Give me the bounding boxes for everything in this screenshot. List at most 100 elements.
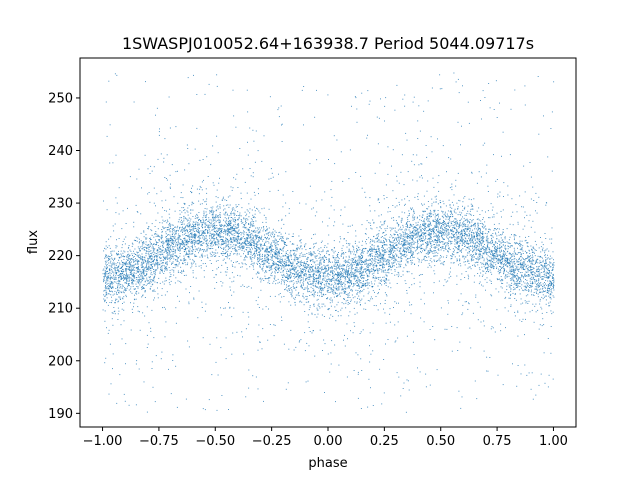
data-point	[185, 251, 187, 253]
data-point	[299, 256, 301, 258]
data-point	[166, 240, 167, 241]
data-point	[131, 292, 133, 294]
data-point	[547, 284, 549, 285]
data-point	[354, 274, 356, 276]
data-point	[186, 241, 187, 243]
data-point	[205, 243, 207, 245]
data-point	[142, 271, 144, 273]
data-point	[471, 204, 473, 206]
data-point	[333, 287, 335, 289]
data-point	[553, 266, 554, 268]
data-point	[419, 130, 421, 132]
data-point	[386, 259, 388, 261]
data-point	[504, 264, 506, 266]
data-point	[312, 290, 314, 292]
data-point	[282, 248, 284, 250]
data-point	[268, 178, 270, 180]
data-point	[245, 255, 247, 257]
data-point	[139, 284, 141, 286]
data-point	[283, 255, 285, 257]
data-point	[384, 312, 386, 314]
data-point	[198, 200, 200, 202]
data-point	[297, 270, 299, 272]
data-point	[531, 372, 533, 374]
data-point	[318, 275, 320, 277]
data-point	[163, 283, 165, 285]
data-point	[474, 275, 476, 277]
data-point	[271, 250, 273, 252]
data-point	[331, 340, 333, 342]
data-point	[172, 224, 174, 226]
data-point	[322, 269, 324, 270]
data-point	[457, 121, 459, 123]
data-point	[167, 259, 169, 260]
data-point	[417, 120, 419, 122]
data-point	[264, 260, 266, 262]
data-point	[372, 265, 374, 267]
data-point	[325, 257, 327, 259]
data-point	[127, 255, 129, 257]
data-point	[461, 237, 463, 239]
data-point	[387, 339, 389, 340]
data-point	[533, 295, 535, 296]
data-point	[533, 252, 535, 254]
data-point	[521, 206, 523, 208]
data-point	[117, 284, 119, 286]
data-point	[329, 288, 331, 290]
data-point	[399, 250, 401, 252]
data-point	[494, 254, 496, 256]
data-point	[183, 257, 185, 259]
data-point	[408, 389, 410, 391]
data-point	[147, 253, 149, 255]
data-point	[203, 223, 205, 225]
data-point	[365, 261, 367, 263]
data-point	[353, 257, 355, 259]
data-point	[225, 242, 227, 244]
data-point	[518, 257, 520, 259]
data-point	[482, 245, 484, 247]
data-point	[116, 267, 118, 269]
data-point	[476, 249, 478, 251]
data-point	[331, 290, 333, 292]
data-point	[511, 256, 512, 258]
data-point	[291, 296, 293, 298]
data-point	[183, 227, 185, 229]
data-point	[434, 210, 436, 212]
data-point	[127, 247, 129, 249]
data-point	[525, 258, 526, 260]
data-point	[175, 171, 177, 173]
data-point	[337, 301, 339, 303]
data-point	[414, 216, 416, 218]
data-point	[105, 281, 107, 283]
data-point	[428, 251, 430, 253]
data-point	[456, 275, 458, 277]
data-point	[336, 261, 338, 263]
data-point	[476, 242, 478, 244]
data-point	[365, 228, 367, 230]
data-point	[467, 240, 468, 242]
data-point	[341, 285, 342, 287]
data-point	[292, 286, 294, 288]
data-point	[257, 271, 259, 273]
data-point	[303, 275, 305, 277]
data-point	[521, 247, 523, 249]
data-point	[452, 234, 454, 236]
data-point	[315, 200, 317, 202]
data-point	[466, 261, 468, 263]
data-point	[246, 268, 248, 270]
data-point	[192, 221, 194, 223]
data-point	[230, 260, 232, 262]
data-point	[318, 303, 320, 305]
data-point	[410, 313, 412, 315]
data-point	[182, 242, 184, 244]
data-point	[277, 235, 279, 237]
data-point	[179, 253, 181, 254]
data-point	[409, 232, 411, 234]
data-point	[438, 216, 439, 218]
data-point	[169, 186, 171, 188]
data-point	[350, 253, 352, 255]
data-point	[458, 245, 460, 247]
data-point	[365, 243, 367, 245]
data-point	[141, 187, 142, 189]
data-point	[479, 275, 481, 277]
